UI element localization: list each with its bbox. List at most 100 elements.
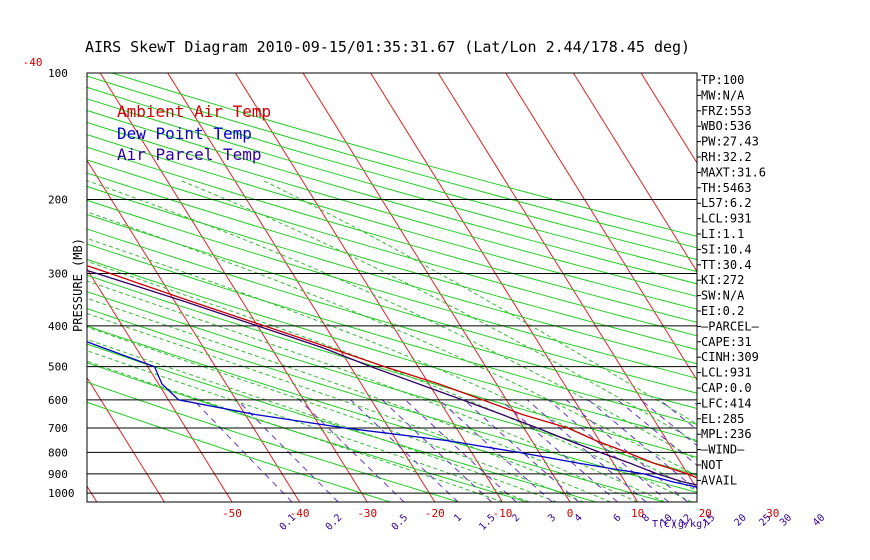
dry-adiabat-line: [87, 98, 697, 273]
pressure-tick-label: 1000: [48, 487, 75, 500]
moist-adiabat-line: [87, 338, 557, 502]
bottom-temp-tick-label: 10: [631, 507, 644, 520]
bottom-temp-tick-label: -40: [290, 507, 310, 520]
moist-adiabat-line: [87, 260, 692, 502]
dry-adiabat-line: [87, 185, 697, 365]
bottom-temp-tick-label: -10: [492, 507, 512, 520]
legend-ambient-air-temp: Ambient Air Temp: [117, 102, 271, 121]
index-item: PW:27.43: [701, 135, 759, 149]
legend-dew-point-temp: Dew Point Temp: [117, 124, 252, 143]
mixing-ratio-tick-label: 20: [733, 512, 749, 528]
dry-adiabat-line: [87, 75, 697, 249]
isotherm-line: [87, 268, 233, 502]
index-item: AVAIL: [701, 473, 737, 487]
index-item: CAPE:31: [701, 335, 752, 349]
index-item: MPL:236: [701, 427, 752, 441]
mixing-ratio-tick-label: 1: [452, 512, 464, 524]
index-item: WBO:536: [701, 119, 752, 133]
index-item: LCL:931: [701, 212, 752, 226]
moist-adiabat-line: [87, 297, 638, 502]
mixing-ratio-line: [438, 399, 553, 502]
isotherm-line: [640, 73, 697, 164]
dry-adiabat-line: [87, 159, 697, 337]
moist-adiabat-line: [87, 350, 530, 502]
sounding-profiles: [87, 264, 697, 488]
ambient-air-temp-line: [87, 264, 697, 479]
bottom-temp-tick-label: 20: [699, 507, 712, 520]
dry-adiabat-line: [87, 86, 697, 261]
pressure-tick-label: 200: [48, 193, 68, 206]
bottom-temp-tick-label: -30: [357, 507, 377, 520]
index-item: —WIND—: [701, 443, 745, 457]
index-item: MW:N/A: [701, 88, 745, 102]
mixing-ratio-unit-label: (g/kg): [672, 519, 708, 530]
moist-adiabat-line: [87, 312, 611, 502]
mixing-ratio-line: [299, 399, 405, 502]
dry-adiabat-line: [87, 381, 459, 502]
dry-adiabat-line: [87, 401, 391, 502]
isotherm-line: [87, 159, 301, 502]
moist-adiabat-line: [87, 280, 665, 502]
mixing-ratio-tick-label: 30: [778, 512, 794, 528]
pressure-isobars: [87, 198, 697, 494]
mixing-ratio-tick-label: 40: [811, 512, 827, 528]
mixing-ratio-line: [236, 399, 339, 502]
top-temp-tick-label: -40: [23, 56, 43, 69]
isotherm-line: [572, 73, 697, 273]
dry-adiabat-line: [87, 308, 697, 493]
dry-adiabat-line: [87, 228, 697, 410]
index-item: SW:N/A: [701, 289, 745, 303]
dry-adiabat-line: [87, 146, 697, 323]
isotherm-line: [87, 376, 165, 502]
index-item: LCL:931: [701, 366, 752, 380]
legend-air-parcel-temp: Air Parcel Temp: [117, 145, 262, 164]
index-item: EI:0.2: [701, 304, 744, 318]
air-parcel-temp-line: [87, 269, 697, 486]
index-item: LFC:414: [701, 396, 752, 410]
index-item: NOT: [701, 458, 723, 472]
mixing-ratio-line: [463, 399, 580, 502]
bottom-temp-tick-label: -50: [222, 507, 242, 520]
index-item: TP:100: [701, 73, 744, 87]
mixing-ratio-line: [526, 399, 647, 502]
plot-frame: [86, 72, 698, 503]
dew-point-temp-line: [87, 341, 697, 488]
moist-adiabat-line: [87, 237, 697, 492]
index-item: —PARCEL—: [701, 319, 760, 333]
index-item: L57:6.2: [701, 196, 752, 210]
moist-adiabat-line: [87, 211, 697, 477]
index-item: LI:1.1: [701, 227, 744, 241]
dry-adiabat-line: [87, 121, 697, 297]
dry-adiabat-line: [87, 362, 528, 502]
mixing-ratio-tick-label: 3: [546, 512, 558, 524]
pressure-tick-label: 800: [48, 446, 68, 459]
index-item: RH:32.2: [701, 150, 752, 164]
index-item: KI:272: [701, 273, 744, 287]
index-item: MAXT:31.6: [701, 165, 766, 179]
moist-adiabat-line: [87, 180, 697, 461]
moist-adiabat-line: [262, 179, 697, 425]
dry-adiabat-line: [87, 343, 597, 502]
legend: Ambient Air Temp Dew Point Temp Air Parc…: [117, 102, 271, 164]
y-axis-label: PRESSURE (MB): [71, 238, 85, 332]
mixing-ratio-line: [565, 399, 689, 502]
plot-border: [86, 72, 698, 503]
mixing-ratio-line: [193, 399, 293, 502]
mixing-ratio-line: [381, 399, 492, 502]
pressure-tick-label: 900: [48, 468, 68, 481]
mixing-ratio-tick-label: 0.2: [324, 512, 345, 533]
pressure-tick-label: 600: [48, 394, 68, 407]
mixing-ratio-tick-label: 2: [510, 512, 522, 524]
dry-adiabat-line: [87, 134, 697, 310]
mixing-ratio-tick-label: 6: [612, 512, 624, 524]
dry-adiabat-line: [87, 109, 697, 285]
pressure-tick-label: 100: [48, 67, 68, 80]
isotherm-line: [437, 73, 697, 490]
index-item: SI:10.4: [701, 242, 752, 256]
dry-adiabat-line: [87, 172, 697, 351]
mixing-ratio-tick-label: 8: [640, 512, 652, 524]
pressure-tick-label: 400: [48, 320, 68, 333]
dry-adiabat-line: [87, 258, 697, 442]
pressure-tick-label: 700: [48, 422, 68, 435]
